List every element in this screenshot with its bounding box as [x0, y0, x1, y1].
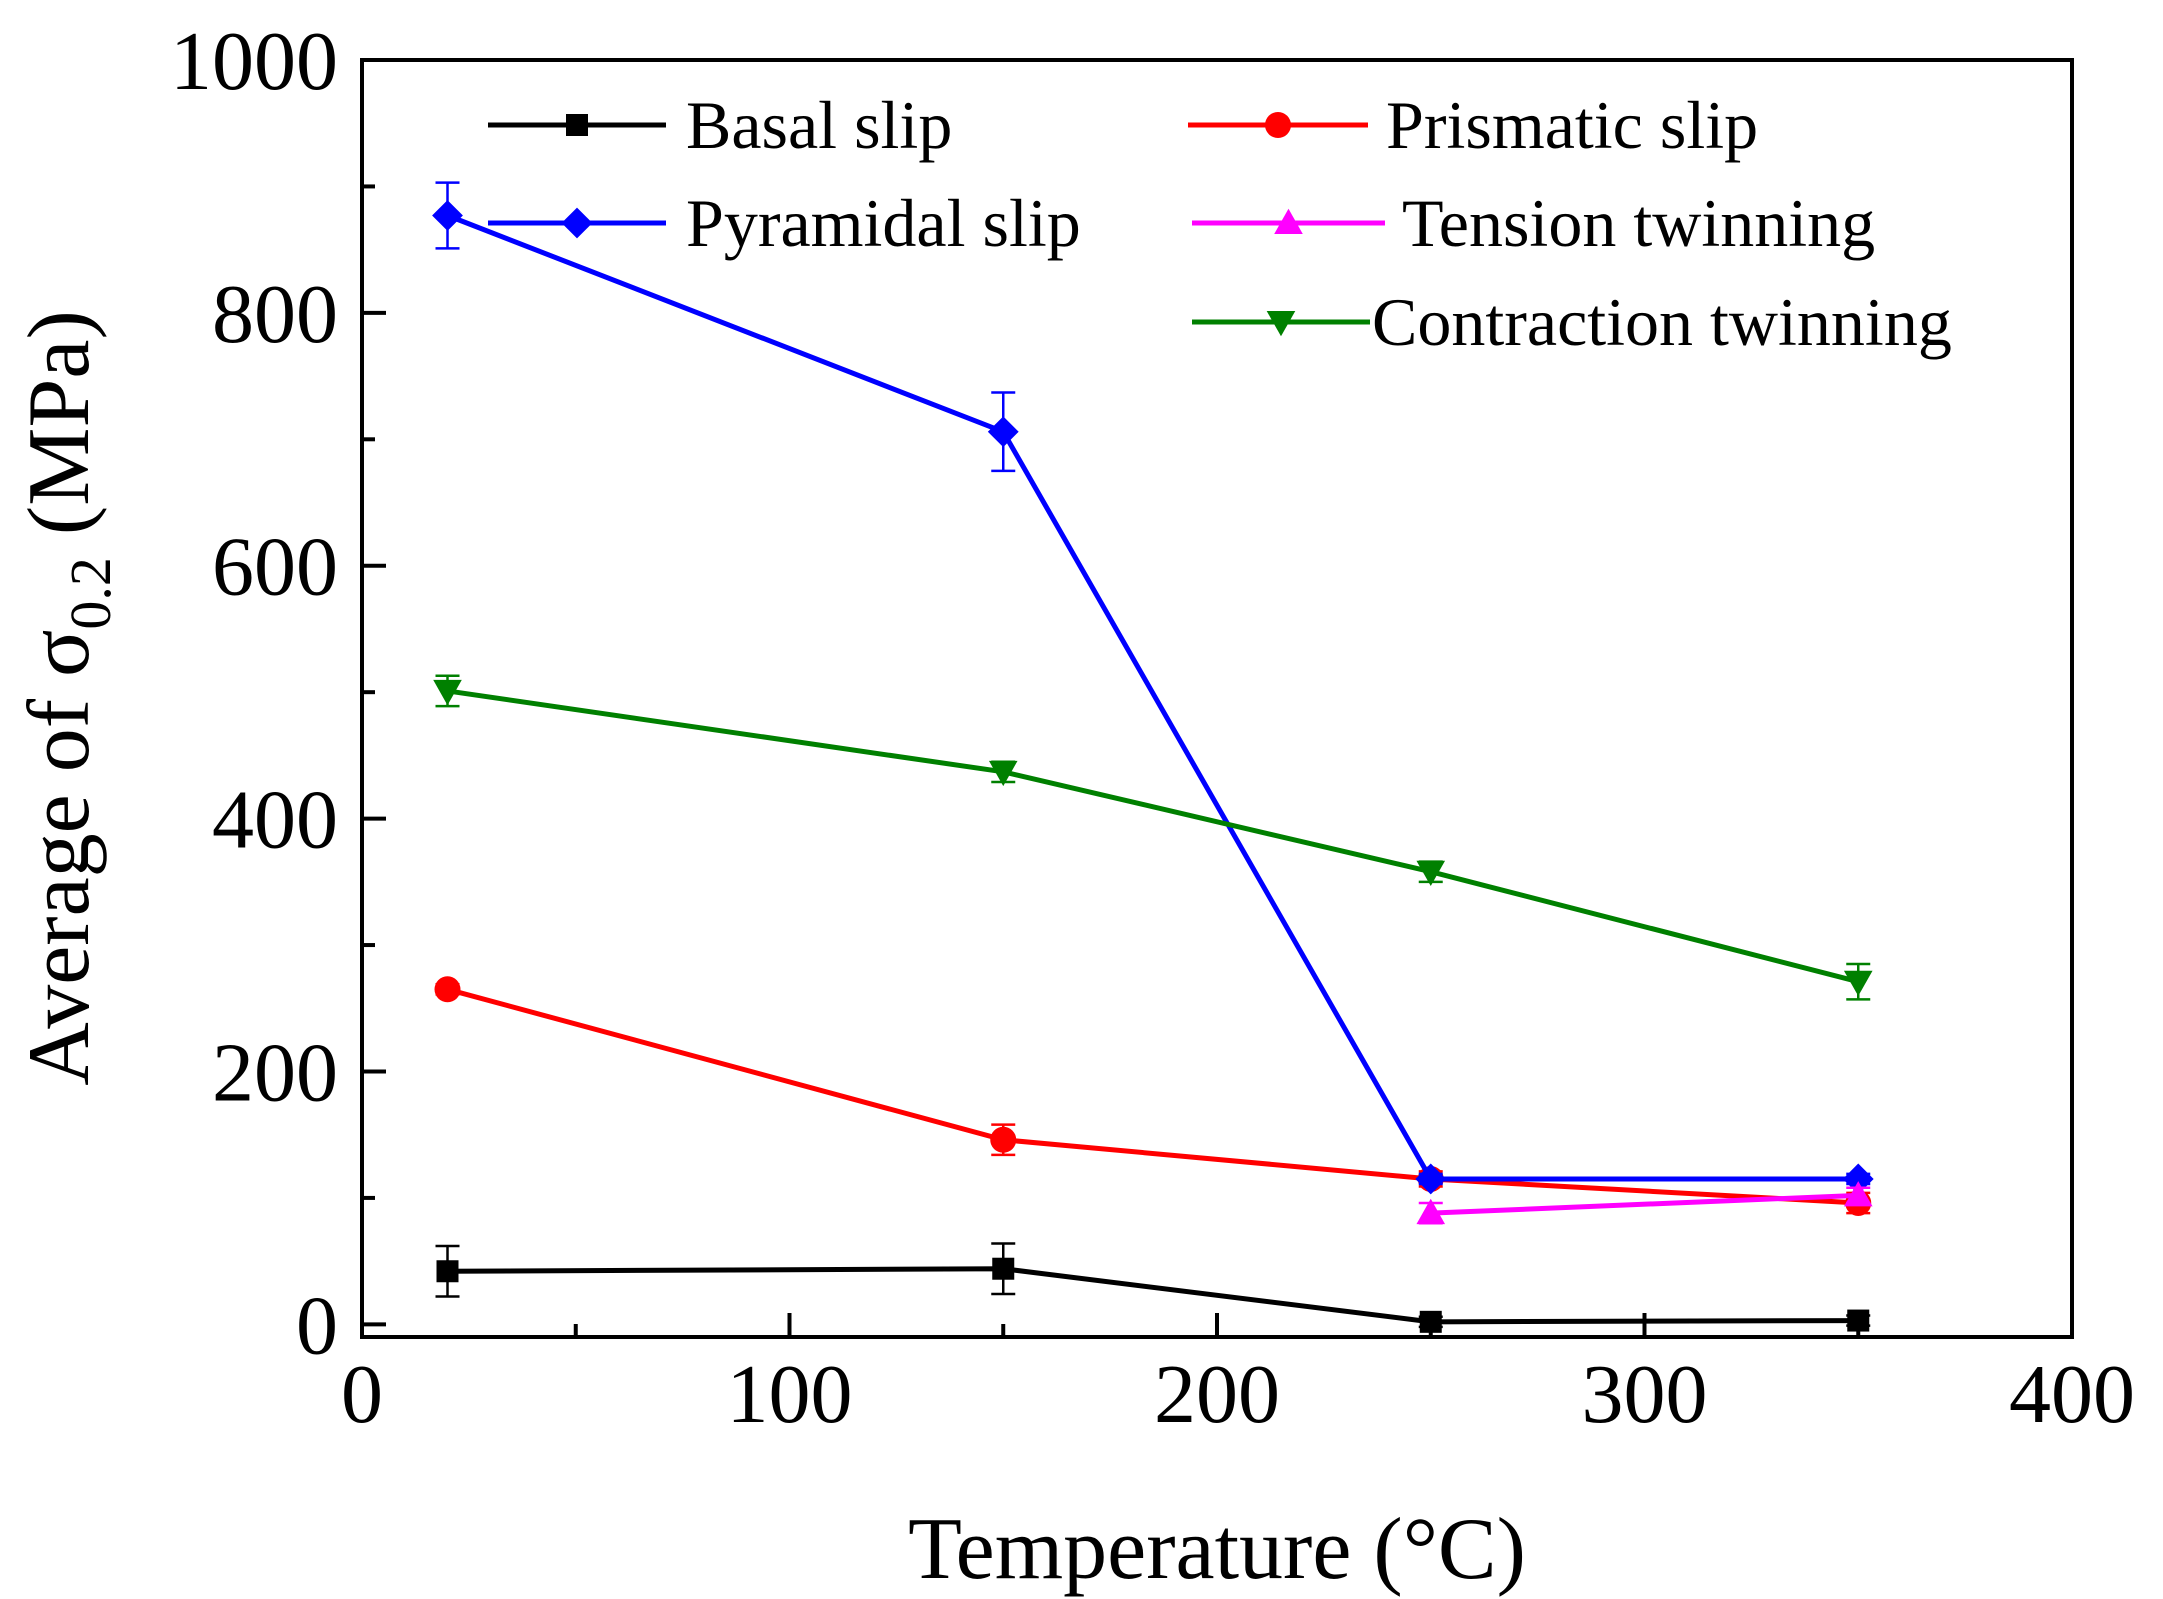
data-point: [1419, 1310, 1442, 1333]
x-tick-label: 100: [727, 1348, 853, 1441]
data-point: [990, 1126, 1017, 1153]
legend-entry: Contraction twinning: [1192, 284, 1952, 360]
tick-labels: 0 100 200 300 400 0 200 400 600 800 1000: [170, 15, 2135, 1441]
y-tick-label: 0: [296, 1279, 338, 1372]
data-point: [1847, 1309, 1870, 1332]
data-point: [1416, 1198, 1446, 1225]
y-tick-label: 600: [212, 521, 338, 614]
data-point: [1265, 112, 1291, 138]
y-tick-label: 400: [212, 774, 338, 867]
series-line: [446, 986, 1859, 1206]
data-point: [1415, 1163, 1447, 1195]
legend-entry: Pyramidal slip: [488, 185, 1081, 261]
data-point: [1843, 1181, 1873, 1207]
x-tick-label: 200: [1154, 1348, 1280, 1441]
data-point: [561, 207, 593, 239]
series-contraction-twinning: [433, 674, 1873, 1001]
legend: Basal slip Prismatic slip Pyramidal slip Te…: [488, 87, 1952, 360]
series-tension-twinning: [1416, 1181, 1873, 1225]
y-tick-label: 1000: [170, 15, 338, 108]
series-line: [1430, 1192, 1859, 1216]
series-line: [447, 1266, 1859, 1325]
x-tick-label: 300: [1582, 1348, 1708, 1441]
data-point: [433, 679, 462, 706]
legend-entry: Tension twinning: [1192, 185, 1875, 261]
data-point: [1266, 311, 1296, 337]
legend-label: Basal slip: [686, 87, 952, 163]
x-axis-label: Temperature (°C): [908, 1501, 1526, 1598]
series-line: [446, 213, 1859, 1182]
axis-ticks: [360, 58, 2074, 1337]
series-line: [447, 688, 1859, 985]
y-axis-label-prefix: Average of σ: [11, 630, 108, 1086]
data-point: [1843, 970, 1873, 997]
y-axis-label-suffix: (MPa): [11, 310, 108, 557]
y-tick-label: 200: [212, 1026, 338, 1119]
data-point: [1416, 860, 1446, 887]
data-point: [566, 114, 588, 136]
data-point: [434, 976, 461, 1003]
data-point: [432, 200, 463, 231]
x-tick-label: 0: [341, 1348, 383, 1441]
series-basal-slip: [435, 1242, 1871, 1333]
legend-label: Tension twinning: [1402, 185, 1875, 261]
series-layer: [432, 181, 1874, 1333]
data-point: [1274, 208, 1303, 234]
legend-label: Pyramidal slip: [686, 185, 1081, 261]
data-point: [992, 1257, 1015, 1280]
data-point: [436, 1260, 459, 1283]
data-point: [988, 760, 1018, 787]
y-tick-label: 800: [212, 268, 338, 361]
legend-entry: Basal slip: [488, 87, 952, 163]
y-axis-label-subscript: 0.2: [58, 557, 123, 630]
legend-label: Contraction twinning: [1372, 284, 1952, 360]
legend-label: Prismatic slip: [1386, 87, 1758, 163]
x-tick-label: 400: [2009, 1348, 2135, 1441]
y-axis-label: Average of σ0.2 (MPa): [11, 310, 123, 1086]
data-point: [987, 416, 1019, 448]
legend-entry: Prismatic slip: [1188, 87, 1758, 163]
